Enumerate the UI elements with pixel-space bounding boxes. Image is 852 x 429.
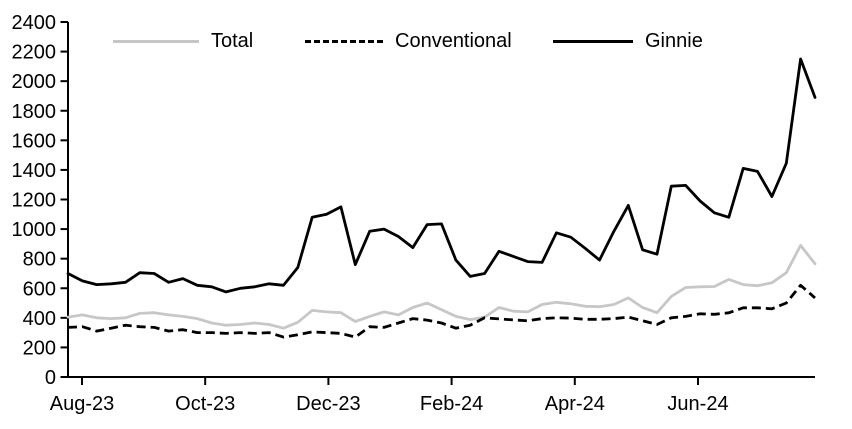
y-tick-label: 2200 <box>12 42 57 64</box>
x-tick-label: Feb-24 <box>420 393 483 415</box>
y-tick-label: 1600 <box>12 130 57 152</box>
y-tick-label: 1800 <box>12 101 57 123</box>
y-tick-label: 800 <box>23 249 56 271</box>
y-tick-label: 2000 <box>12 71 57 93</box>
y-axis: 0 200 400 600 800 1000 1200 1400 1600 1800 2000 220… <box>12 12 68 389</box>
x-tick-label: Oct-23 <box>175 393 235 415</box>
y-tick-label: 0 <box>45 367 56 389</box>
y-tick-label: 1000 <box>12 219 57 241</box>
series-line-total <box>66 243 817 330</box>
series-line-ginnie <box>66 57 817 294</box>
y-tick-label: 400 <box>23 308 56 330</box>
y-tick-label: 2400 <box>12 12 57 34</box>
x-tick-label: Dec-23 <box>296 393 360 415</box>
x-axis: Aug-23 Oct-23 Dec-23 Feb-24 Apr-24 Jun-24 <box>50 377 729 415</box>
y-tick-label: 600 <box>23 278 56 300</box>
y-tick-label: 200 <box>23 337 56 359</box>
series-line-conventional <box>67 283 816 339</box>
y-tick-label: 1400 <box>12 160 57 182</box>
x-tick-label: Apr-24 <box>545 393 605 415</box>
x-tick-label: Jun-24 <box>667 393 728 415</box>
y-tick-label: 1200 <box>12 190 57 212</box>
x-tick-label: Aug-23 <box>50 393 115 415</box>
